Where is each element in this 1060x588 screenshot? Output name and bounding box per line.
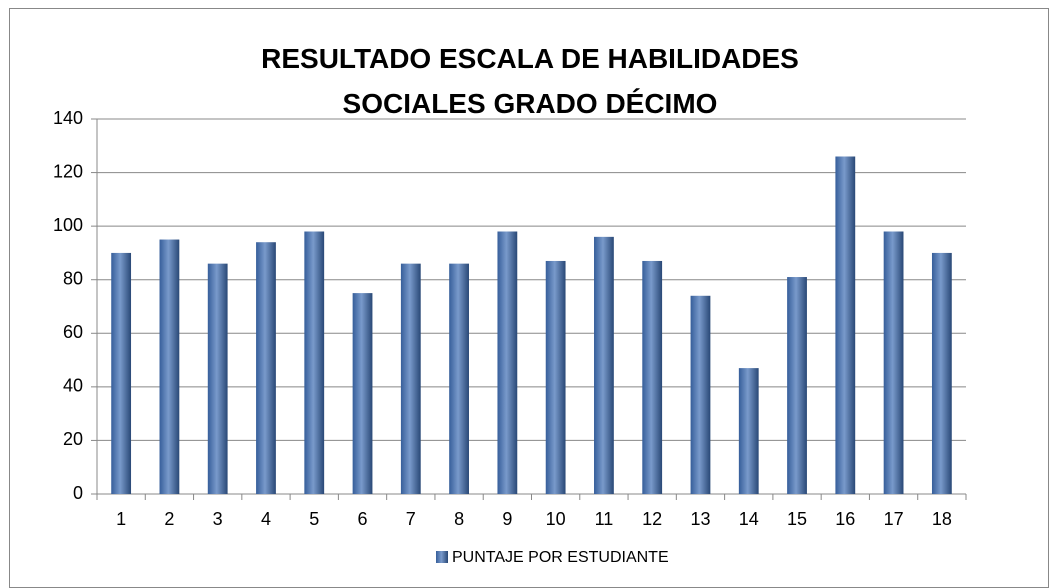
bar xyxy=(497,231,518,494)
y-tick-label: 100 xyxy=(53,215,83,235)
y-tick-label: 60 xyxy=(63,322,83,342)
bar xyxy=(449,263,469,494)
x-tick-label: 4 xyxy=(261,509,271,529)
x-tick-label: 1 xyxy=(116,509,126,529)
y-tick-label: 120 xyxy=(53,161,83,181)
chart-title: RESULTADO ESCALA DE HABILIDADES SOCIALES… xyxy=(261,43,799,119)
legend-swatch xyxy=(436,551,448,563)
y-tick-label: 80 xyxy=(63,268,83,288)
bar xyxy=(883,231,904,494)
bar xyxy=(545,260,566,494)
y-tick-label: 20 xyxy=(63,429,83,449)
x-tick-label: 8 xyxy=(454,509,464,529)
x-tick-label: 6 xyxy=(358,509,368,529)
bar xyxy=(304,231,325,494)
x-tick-label: 11 xyxy=(595,509,614,529)
bar xyxy=(690,295,711,494)
y-tick-label: 0 xyxy=(73,483,83,503)
x-tick-label: 14 xyxy=(739,509,759,529)
bar xyxy=(352,293,373,494)
x-tick-label: 15 xyxy=(787,509,807,529)
x-tick-label: 13 xyxy=(690,509,710,529)
bar xyxy=(835,156,856,494)
bar xyxy=(931,252,952,494)
x-tick-label: 17 xyxy=(884,509,904,529)
x-tick-label: 16 xyxy=(835,509,855,529)
bar xyxy=(594,236,614,494)
bar xyxy=(738,368,759,494)
x-tick-label: 10 xyxy=(546,509,566,529)
x-tick-label: 12 xyxy=(642,509,662,529)
bar xyxy=(642,260,663,494)
x-tick-label: 9 xyxy=(502,509,512,529)
x-tick-label: 2 xyxy=(164,509,174,529)
x-tick-label: 7 xyxy=(406,509,416,529)
x-tick-label: 3 xyxy=(213,509,223,529)
bar xyxy=(159,239,180,494)
y-tick-label: 40 xyxy=(63,376,83,396)
y-tick-label: 140 xyxy=(53,108,83,128)
bar xyxy=(400,263,421,494)
bar xyxy=(111,252,132,494)
bar xyxy=(207,263,228,494)
bar xyxy=(256,242,276,494)
x-tick-label: 5 xyxy=(309,509,319,529)
x-tick-label: 18 xyxy=(932,509,952,529)
legend-label: PUNTAJE POR ESTUDIANTE xyxy=(452,549,669,566)
bar xyxy=(787,277,807,494)
